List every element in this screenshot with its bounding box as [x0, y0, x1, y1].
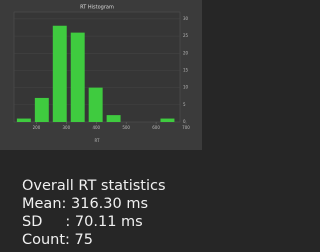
- bar: [52, 25, 67, 122]
- x-tick-label: 600: [152, 125, 160, 130]
- stats-heading: Overall RT statistics: [22, 178, 166, 194]
- bar: [160, 118, 175, 122]
- app-screen: RT Histogram RT Overall RT statistics Me…: [0, 0, 202, 248]
- y-tick-label: 10: [183, 85, 189, 90]
- stats-mean: Mean: 316.30 ms: [22, 196, 148, 212]
- y-tick-label: 30: [183, 16, 189, 21]
- y-tick-label: 0: [183, 119, 186, 124]
- x-tick-label: 400: [92, 125, 100, 130]
- stats-sd: SD : 70.11 ms: [22, 214, 143, 230]
- y-tick-label: 20: [183, 50, 189, 55]
- x-tick-label: 500: [122, 125, 130, 130]
- bar: [106, 115, 121, 122]
- y-tick-label: 25: [183, 33, 189, 38]
- x-tick-label: 300: [63, 125, 71, 130]
- y-tick-label: 5: [183, 102, 186, 107]
- x-tick-label: 200: [33, 125, 41, 130]
- x-axis-label: RT: [95, 138, 100, 143]
- x-tick-label: 700: [182, 125, 190, 130]
- bar: [16, 118, 31, 122]
- bar: [88, 87, 103, 122]
- chart-title: RT Histogram: [80, 5, 114, 11]
- stats-count: Count: 75: [22, 232, 93, 248]
- bar: [70, 32, 85, 122]
- y-tick-label: 15: [183, 67, 189, 72]
- bar: [34, 97, 49, 122]
